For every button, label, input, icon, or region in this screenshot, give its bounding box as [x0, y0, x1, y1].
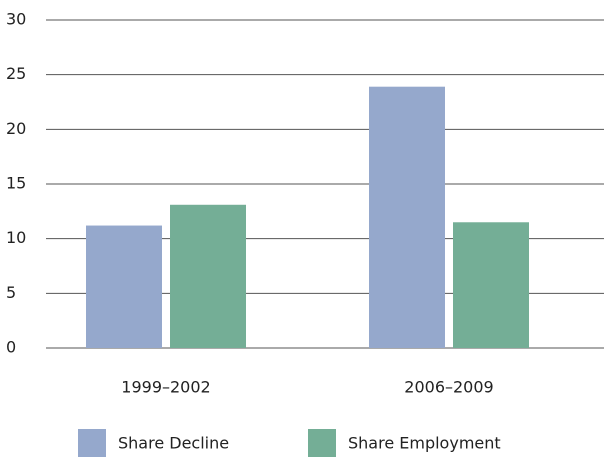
y-tick-label: 5	[6, 283, 16, 302]
y-tick-label: 20	[6, 119, 26, 138]
legend-label: Share Decline	[118, 434, 229, 453]
y-tick-label: 30	[6, 10, 26, 29]
legend-swatch	[78, 429, 106, 457]
y-tick-label: 10	[6, 228, 26, 247]
y-tick-label: 15	[6, 174, 26, 193]
legend-label: Share Employment	[348, 434, 501, 453]
bar	[170, 204, 246, 348]
x-tick-label: 2006–2009	[404, 378, 493, 397]
legend-swatch	[308, 429, 336, 457]
x-tick-label: 1999–2002	[121, 378, 210, 397]
y-tick-label: 25	[6, 64, 26, 83]
y-tick-label: 0	[6, 338, 16, 357]
bar	[86, 225, 162, 348]
bar	[369, 86, 445, 349]
bar	[453, 222, 529, 348]
